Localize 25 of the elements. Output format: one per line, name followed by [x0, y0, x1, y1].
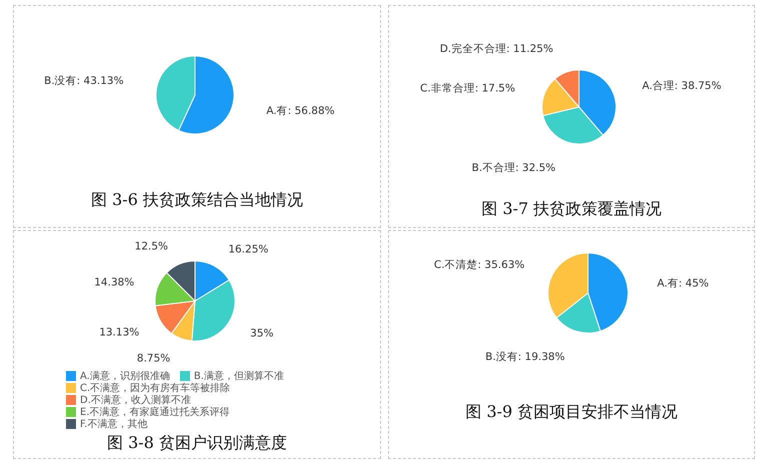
legend-label: A.满意，识别很准确: [80, 371, 170, 382]
data-label: 13.13%: [99, 326, 140, 338]
text: 图 3-7 扶贫政策覆盖情况: [482, 199, 662, 218]
slice-label: A.有: 56.88%: [266, 104, 335, 117]
slice-label: A.合理: 38.75%: [642, 79, 722, 92]
legend-label: D.不满意，收入测算不准: [80, 395, 191, 406]
data-label: 12.5%: [134, 240, 168, 253]
slice-label: B.不合理: 32.5%: [472, 160, 556, 174]
text: 图 3-8 贫困户识别满意度: [107, 433, 287, 452]
legend-label: C.不满意，因为有房有车等被排除: [80, 383, 230, 394]
data-label: 8.75%: [136, 352, 170, 364]
legend-label: E.不满意，有家庭通过托关系评得: [80, 407, 230, 418]
slice-label: D.完全不合理: 11.25%: [440, 42, 554, 55]
text: 图 3-6 扶贫政策结合当地情况: [91, 190, 303, 209]
slice-label: B.没有: 43.13%: [44, 75, 124, 88]
data-label: 16.25%: [228, 244, 268, 256]
slice-label: A.有: 45%: [657, 278, 709, 290]
legend-label: F.不满意，其他: [80, 419, 148, 430]
slice-label: C.不清楚: 35.63%: [434, 258, 525, 272]
data-label: 35%: [250, 327, 274, 340]
legend-label: B.满意，但测算不准: [194, 371, 284, 382]
text: 图 3-9 贫困项目安排不当情况: [466, 402, 678, 421]
slice-label: B.没有: 19.38%: [485, 351, 565, 364]
slice-label: C.非常合理: 17.5%: [420, 82, 516, 95]
data-label: 14.38%: [94, 276, 134, 288]
